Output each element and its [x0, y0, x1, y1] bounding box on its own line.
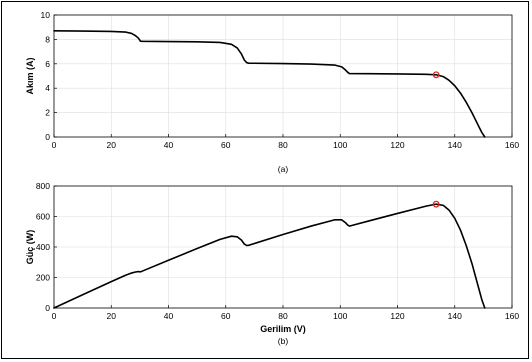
x-tick-label: 40	[164, 140, 174, 150]
y-tick-label: 0	[45, 132, 50, 142]
x-tick-label: 140	[448, 140, 462, 150]
y-axis-label: Akım (A)	[25, 57, 35, 94]
y-tick-label: 2	[45, 108, 50, 118]
panel-caption: (b)	[278, 336, 289, 346]
x-tick-label: 80	[278, 140, 288, 150]
mpp-marker	[432, 200, 440, 208]
y-tick-label: 6	[45, 59, 50, 69]
series-line	[53, 203, 486, 309]
panel-b-power-voltage: 0 20 40 60 80 100 120 140 160 0 200 400 600 800 Güç (W…	[25, 181, 519, 346]
y-tick-label: 200	[36, 273, 50, 283]
x-tick-label: 160	[505, 140, 519, 150]
panel-a-current-voltage: 0 20 40 60 80 100 120 140 160 0 2 4 6 8 10 Akım (A) (a)	[25, 10, 519, 174]
x-tick-label: 100	[333, 140, 347, 150]
x-axis-label: Gerilim (V)	[260, 324, 306, 334]
x-tick-label: 140	[448, 311, 462, 321]
y-tick-label: 0	[45, 303, 50, 313]
x-tick-label: 20	[107, 140, 117, 150]
x-tick-label: 0	[52, 140, 57, 150]
x-tick-label: 160	[505, 311, 519, 321]
y-tick-label: 10	[41, 10, 51, 20]
mpp-marker	[432, 71, 440, 79]
panel-caption: (a)	[278, 164, 289, 174]
y-tick-label: 600	[36, 212, 50, 222]
x-tick-label: 100	[333, 311, 347, 321]
x-tick-label: 120	[390, 311, 404, 321]
y-tick-label: 400	[36, 242, 50, 252]
y-tick-label: 800	[36, 181, 50, 191]
y-tick-label: 4	[45, 83, 50, 93]
x-tick-label: 60	[221, 311, 231, 321]
y-axis-label: Güç (W)	[25, 230, 35, 265]
y-tick-label: 8	[45, 34, 50, 44]
series-line	[53, 30, 486, 138]
x-tick-label: 0	[52, 311, 57, 321]
x-tick-label: 80	[278, 311, 288, 321]
x-tick-label: 40	[164, 311, 174, 321]
x-tick-label: 60	[221, 140, 231, 150]
x-tick-label: 120	[390, 140, 404, 150]
x-tick-label: 20	[107, 311, 117, 321]
